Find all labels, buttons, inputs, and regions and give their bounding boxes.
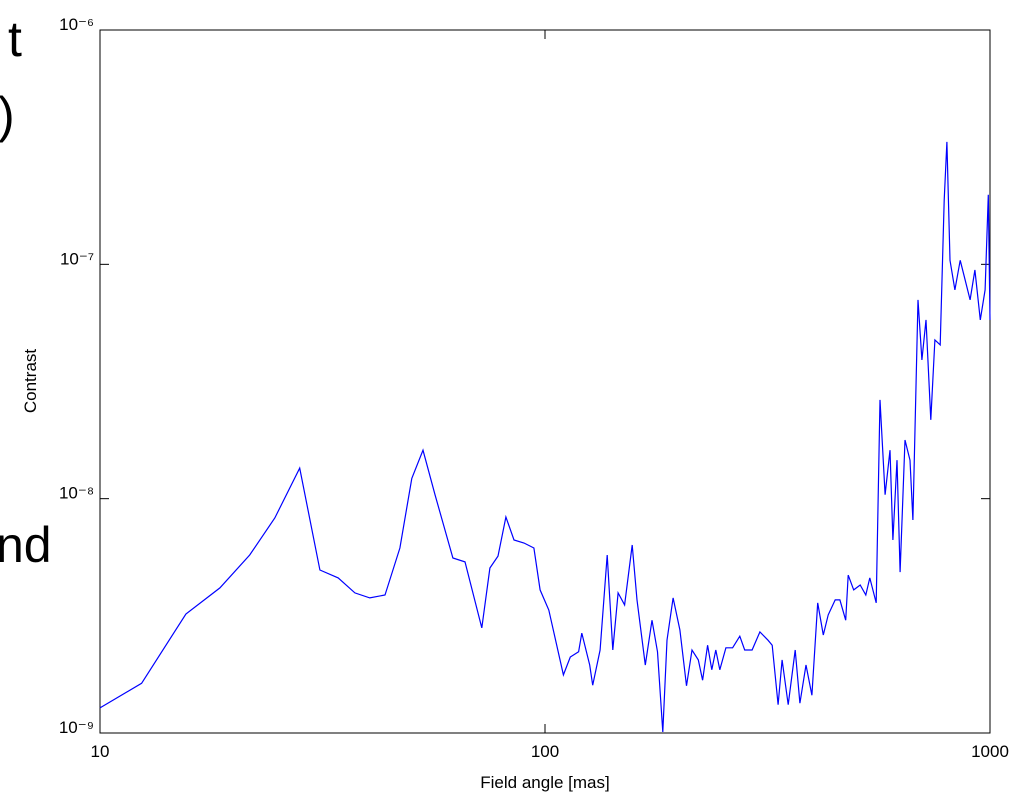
cropped-slide-text: t	[8, 11, 22, 67]
cropped-slide-text: )	[0, 87, 15, 143]
y-tick-label: 10⁻⁸	[59, 484, 94, 503]
y-tick-label: 10⁻⁶	[59, 15, 94, 34]
data-line	[99, 141, 991, 733]
plot-frame	[99, 29, 991, 734]
x-axis-label: Field angle [mas]	[480, 773, 609, 792]
y-axis-label: Contrast	[21, 349, 40, 414]
x-tick-label: 1000	[971, 742, 1009, 761]
x-tick-label: 100	[531, 742, 559, 761]
y-tick-label: 10⁻⁷	[60, 249, 94, 268]
x-tick-label: 10	[91, 742, 110, 761]
y-tick-label: 10⁻⁹	[59, 718, 94, 737]
cropped-slide-text: nd	[0, 517, 52, 573]
